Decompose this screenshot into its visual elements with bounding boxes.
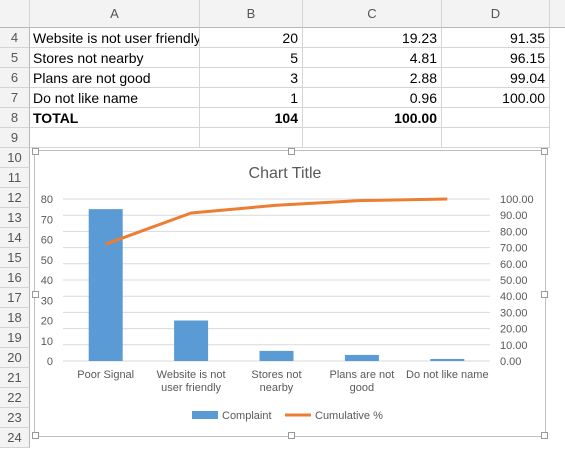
row-header[interactable]: 21 xyxy=(0,368,30,388)
right-axis-tick-label: 70.00 xyxy=(500,243,528,255)
category-label: Poor Signal xyxy=(77,369,134,381)
cell-a6[interactable]: Plans are not good xyxy=(30,68,200,88)
row-header[interactable]: 18 xyxy=(0,308,30,328)
cumulative-line xyxy=(105,197,448,246)
row-header[interactable]: 17 xyxy=(0,288,30,308)
legend-label-complaint: Complaint xyxy=(222,410,272,422)
left-axis-tick-label: 50 xyxy=(41,255,53,267)
resize-handle[interactable] xyxy=(288,148,295,155)
row-header[interactable]: 22 xyxy=(0,388,30,408)
cell-b6[interactable]: 3 xyxy=(200,68,303,88)
cell-b8[interactable]: 104 xyxy=(200,108,303,128)
cell-c9[interactable] xyxy=(303,128,442,148)
right-axis-tick-label: 90.00 xyxy=(500,210,528,222)
resize-handle[interactable] xyxy=(541,432,548,439)
left-axis-tick-label: 10 xyxy=(41,336,53,348)
left-axis-tick-label: 80 xyxy=(41,194,53,206)
left-axis-tick-label: 60 xyxy=(41,235,53,247)
cell-b7[interactable]: 1 xyxy=(200,88,303,108)
resize-handle[interactable] xyxy=(32,291,39,298)
category-label: Plans are not good xyxy=(329,369,394,394)
bar xyxy=(344,354,379,361)
bar xyxy=(88,209,123,361)
row-header[interactable]: 8 xyxy=(0,108,30,128)
cell-a4[interactable]: Website is not user friendly xyxy=(30,28,200,48)
row-header[interactable]: 23 xyxy=(0,408,30,428)
cell-d9[interactable] xyxy=(442,128,550,148)
pareto-chart[interactable]: Chart Title 0.00 10.00 20.00 30.00 40.00 50.00… xyxy=(32,148,548,439)
right-axis-tick-label: 80.00 xyxy=(500,226,528,238)
resize-handle[interactable] xyxy=(32,148,39,155)
category-label: Stores not nearby xyxy=(251,369,301,394)
cell-c6[interactable]: 2.88 xyxy=(303,68,442,88)
right-axis-tick-label: 20.00 xyxy=(500,324,528,336)
cell-c7[interactable]: 0.96 xyxy=(303,88,442,108)
cell-d4[interactable]: 91.35 xyxy=(442,28,550,48)
cell-b4[interactable]: 20 xyxy=(200,28,303,48)
column-header-next[interactable] xyxy=(550,0,565,28)
row-header[interactable]: 15 xyxy=(0,248,30,268)
row-header[interactable]: 7 xyxy=(0,88,30,108)
row-header[interactable]: 12 xyxy=(0,188,30,208)
select-all-corner[interactable] xyxy=(0,0,30,28)
cell-c4[interactable]: 19.23 xyxy=(303,28,442,48)
legend-label-cumulative: Cumulative % xyxy=(315,410,383,422)
left-axis-tick-label: 40 xyxy=(41,275,53,287)
right-axis-tick-label: 50.00 xyxy=(500,275,528,287)
cell-a7[interactable]: Do not like name xyxy=(30,88,200,108)
row-header[interactable]: 5 xyxy=(0,48,30,68)
row-header[interactable]: 19 xyxy=(0,328,30,348)
right-axis-tick-label: 30.00 xyxy=(500,307,528,319)
left-axis-tick-label: 20 xyxy=(41,316,53,328)
left-axis-tick-label: 30 xyxy=(41,295,53,307)
right-axis-tick-label: 100.00 xyxy=(500,194,534,206)
row-header[interactable]: 16 xyxy=(0,268,30,288)
cell-c8[interactable]: 100.00 xyxy=(303,108,442,128)
row-header[interactable]: 9 xyxy=(0,128,30,148)
cell-a9[interactable] xyxy=(30,128,200,148)
cell-d7[interactable]: 100.00 xyxy=(442,88,550,108)
resize-handle[interactable] xyxy=(288,432,295,439)
cell-d5[interactable]: 96.15 xyxy=(442,48,550,68)
row-header[interactable]: 14 xyxy=(0,228,30,248)
cell-d6[interactable]: 99.04 xyxy=(442,68,550,88)
category-label: Do not like name xyxy=(406,369,489,381)
row-header[interactable]: 10 xyxy=(0,148,30,168)
cell-b9[interactable] xyxy=(200,128,303,148)
bar xyxy=(259,350,294,361)
bar xyxy=(174,320,209,361)
row-header[interactable]: 6 xyxy=(0,68,30,88)
right-axis-tick-label: 40.00 xyxy=(500,291,528,303)
column-header-b[interactable]: B xyxy=(200,0,303,28)
row-header[interactable]: 20 xyxy=(0,348,30,368)
cell-b5[interactable]: 5 xyxy=(200,48,303,68)
category-label: Website is not user friendly xyxy=(157,369,226,394)
bar xyxy=(430,358,465,361)
chart-title: Chart Title xyxy=(249,165,322,182)
row-header[interactable]: 4 xyxy=(0,28,30,48)
column-header-d[interactable]: D xyxy=(442,0,550,28)
right-axis-tick-label: 0.00 xyxy=(500,356,521,368)
cell-a8[interactable]: TOTAL xyxy=(30,108,200,128)
resize-handle[interactable] xyxy=(32,432,39,439)
row-header[interactable]: 24 xyxy=(0,428,30,448)
resize-handle[interactable] xyxy=(541,291,548,298)
cell-a5[interactable]: Stores not nearby xyxy=(30,48,200,68)
right-axis-tick-label: 60.00 xyxy=(500,259,528,271)
resize-handle[interactable] xyxy=(541,148,548,155)
row-header[interactable]: 13 xyxy=(0,208,30,228)
chart-canvas: Chart Title 0.00 10.00 20.00 30.00 40.00 50.00… xyxy=(41,165,534,422)
legend-swatch-complaint xyxy=(192,411,218,419)
left-axis-tick-label: 0 xyxy=(47,356,53,368)
cell-d8[interactable] xyxy=(442,108,550,128)
row-header[interactable]: 11 xyxy=(0,168,30,188)
left-axis-tick-label: 70 xyxy=(41,214,53,226)
column-header-c[interactable]: C xyxy=(303,0,442,28)
right-axis-tick-label: 10.00 xyxy=(500,340,528,352)
cell-c5[interactable]: 4.81 xyxy=(303,48,442,68)
column-header-a[interactable]: A xyxy=(30,0,200,28)
